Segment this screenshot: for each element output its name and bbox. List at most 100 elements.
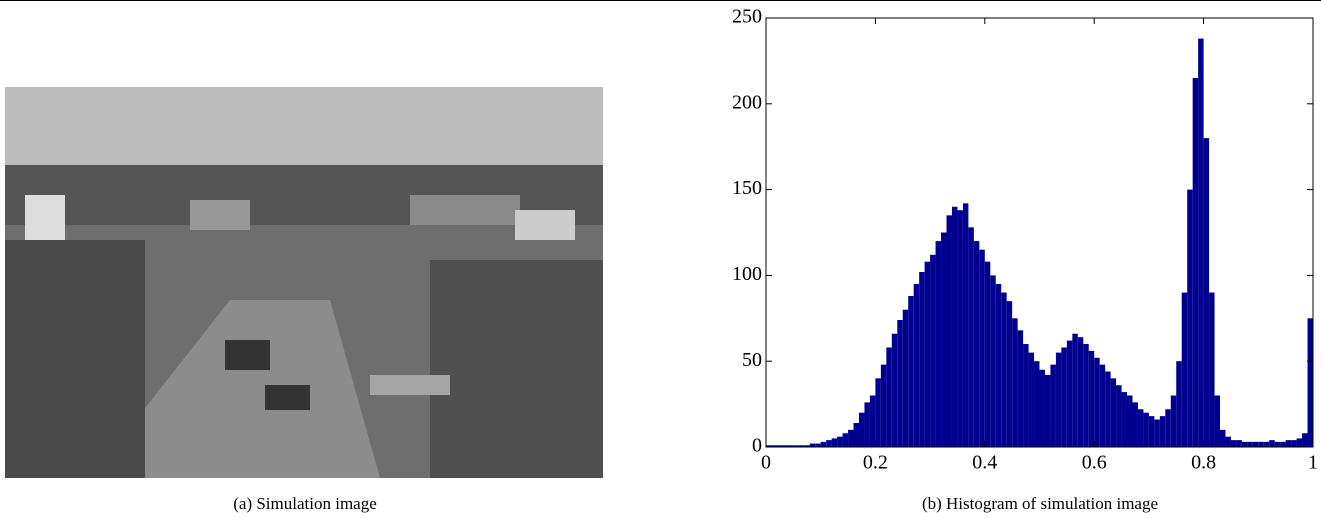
bar [853,422,859,447]
bar [1241,441,1248,447]
bar [826,440,832,447]
bar [919,271,925,447]
bar [1291,440,1297,447]
bar [946,215,952,447]
bar [1121,392,1128,447]
bar [1181,292,1188,447]
bar [1044,374,1051,447]
bar [815,443,821,447]
bar [798,445,805,447]
bar [1116,385,1122,447]
bar [880,364,887,447]
y-tick-label: 0 [752,435,762,457]
bar [1252,441,1259,447]
bar [1247,441,1253,447]
bar [1050,364,1056,447]
bar [1220,429,1226,447]
bar [1066,340,1073,447]
bar [1296,438,1303,447]
bar [848,429,854,447]
bar [1192,78,1199,447]
bar [886,347,892,447]
bar [935,241,942,447]
bar [1105,371,1111,447]
photo [5,87,603,478]
bar [1099,364,1106,447]
bar [842,433,849,447]
bar [1055,352,1062,447]
bar [1017,330,1024,447]
bar [809,443,816,447]
bar [1198,38,1204,447]
y-tick-label: 100 [732,263,762,285]
bar [951,206,958,447]
bar [1039,369,1045,447]
bar [1083,344,1089,447]
bar [1159,416,1166,447]
bar [891,333,898,447]
bar [902,309,909,447]
bar [973,241,980,447]
bar [776,445,783,447]
bar [787,445,794,447]
axes-box [765,17,1314,448]
y-tick-label: 200 [732,91,762,113]
bar [804,445,810,447]
bar [1001,292,1007,447]
bar [1214,395,1221,447]
bar [995,283,1002,447]
bar [979,249,985,447]
bar [984,261,991,447]
bar [793,445,799,447]
bar [1170,395,1177,447]
bar [1088,350,1095,447]
bar [771,445,777,447]
bar [1258,441,1264,447]
plot: 0 50 100 150 200 250 0 0.2 0.4 0.6 0.8 1 [732,6,1318,474]
bar [897,320,903,447]
image-caption: (a) Simulation image [233,494,377,513]
bar [962,203,969,447]
bar [864,402,870,447]
bar [1137,409,1144,447]
bar [782,445,788,447]
bar [1263,441,1270,447]
bar [1127,395,1133,447]
bar [1285,440,1292,447]
bar [957,210,963,447]
y-tick-label: 150 [732,177,762,199]
bar [766,445,772,447]
bar [1034,361,1040,447]
bar [913,283,920,447]
x-tick-label: 0.4 [972,452,997,474]
bar [930,254,936,447]
y-tick-label: 250 [732,6,762,28]
bar [1143,412,1149,447]
bar [1274,441,1281,447]
bar [908,295,914,447]
y-tick-label: 50 [742,349,762,371]
bar [875,378,881,447]
bar [837,436,843,447]
bar [1061,347,1067,447]
bar [1203,138,1210,447]
bar [1230,440,1237,447]
bar [1209,292,1215,447]
bar [1225,436,1231,447]
bar [1006,301,1013,447]
bar [1132,402,1138,447]
x-tick-label: 0 [761,452,771,474]
bar [1176,361,1182,447]
bar [1148,416,1155,447]
bar [1165,409,1171,447]
chart-caption: (b) Histogram of simulation image [922,494,1158,513]
bar [1028,352,1035,447]
bar [1012,318,1018,447]
x-tick-label: 0.2 [863,452,888,474]
bar [1110,378,1117,447]
bar [1072,333,1078,447]
bar [1077,337,1084,447]
x-tick-label: 1 [1308,452,1318,474]
bar [1187,189,1193,447]
bar [1269,440,1275,447]
